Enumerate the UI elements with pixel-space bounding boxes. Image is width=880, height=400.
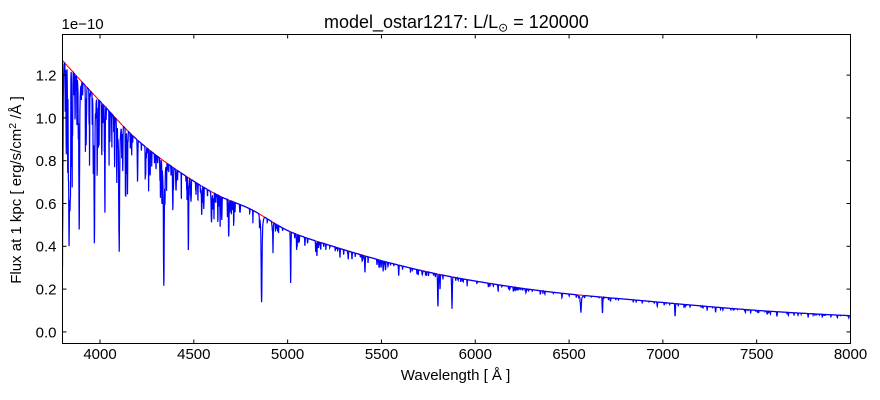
svg-text:4000: 4000 xyxy=(83,346,116,363)
svg-text:4500: 4500 xyxy=(177,346,210,363)
svg-text:1e−10: 1e−10 xyxy=(62,16,104,33)
svg-text:0.0: 0.0 xyxy=(36,324,57,341)
svg-text:0.2: 0.2 xyxy=(36,282,57,299)
svg-text:0.4: 0.4 xyxy=(36,239,57,256)
svg-text:7500: 7500 xyxy=(740,346,773,363)
svg-text:Wavelength [ Å ]: Wavelength [ Å ] xyxy=(401,367,511,384)
svg-text:Flux at 1 kpc [ erg/s/cm2 /Å ]: Flux at 1 kpc [ erg/s/cm2 /Å ] xyxy=(7,96,25,284)
svg-text:5500: 5500 xyxy=(365,346,398,363)
svg-text:7000: 7000 xyxy=(646,346,679,363)
svg-text:5000: 5000 xyxy=(271,346,304,363)
svg-text:6500: 6500 xyxy=(552,346,585,363)
svg-text:6000: 6000 xyxy=(459,346,492,363)
svg-text:0.8: 0.8 xyxy=(36,153,57,170)
svg-text:1.0: 1.0 xyxy=(36,110,57,127)
svg-text:0.6: 0.6 xyxy=(36,196,57,213)
svg-text:8000: 8000 xyxy=(834,346,867,363)
svg-text:1.2: 1.2 xyxy=(36,68,57,85)
svg-text:model_ostar1217: L/L⊙ = 120000: model_ostar1217: L/L⊙ = 120000 xyxy=(324,12,589,35)
